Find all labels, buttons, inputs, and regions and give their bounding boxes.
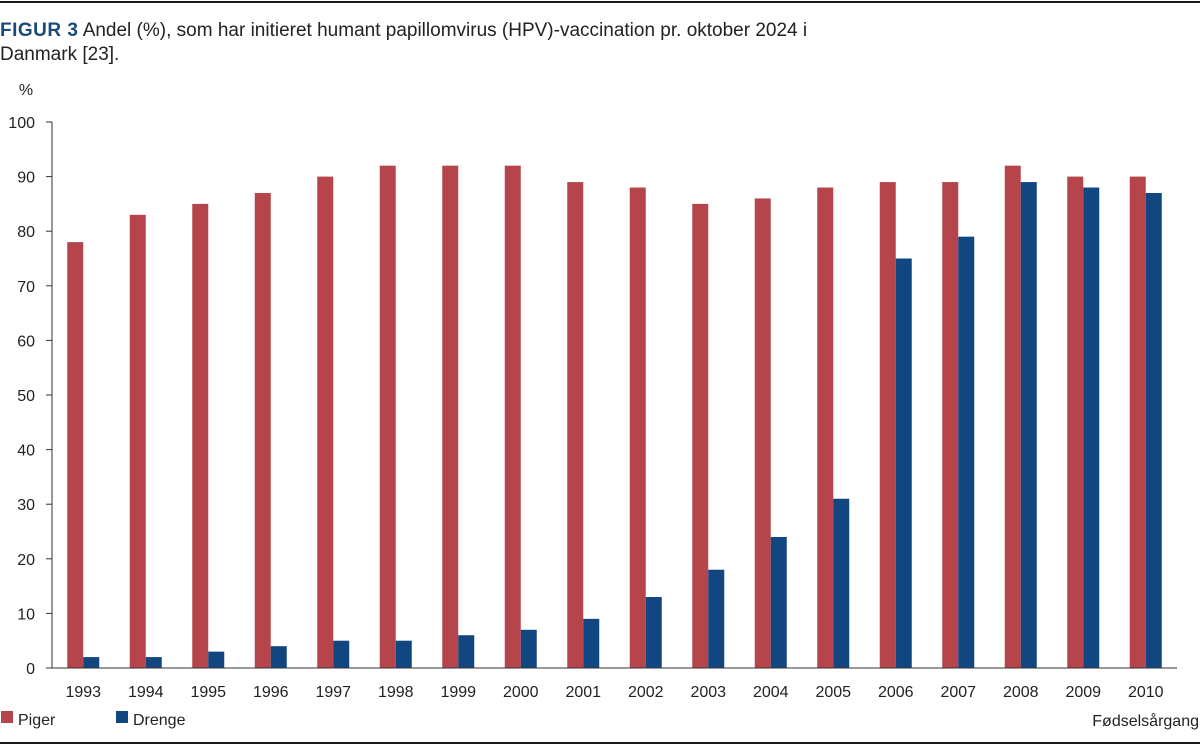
x-tick-label: 2001 bbox=[565, 684, 601, 701]
x-tick-label: 1995 bbox=[190, 684, 226, 701]
y-axis: 0 10 20 30 40 50 60 70 80 90 100 bbox=[8, 115, 53, 678]
bar-piger-2002 bbox=[629, 187, 646, 668]
bar-piger-2004 bbox=[754, 198, 771, 668]
bar-drenge-2010 bbox=[1145, 192, 1162, 669]
bar-drenge-1997 bbox=[333, 640, 350, 668]
legend-label-piger: Piger bbox=[18, 712, 56, 729]
x-tick-label: 1996 bbox=[253, 684, 289, 701]
y-tick-label: 80 bbox=[17, 224, 35, 241]
bar-drenge-2000 bbox=[520, 629, 537, 668]
y-tick-label: 20 bbox=[17, 552, 35, 569]
y-tick-label: 10 bbox=[17, 606, 35, 623]
y-tick-label: 0 bbox=[26, 661, 35, 678]
y-tick-label: 40 bbox=[17, 443, 35, 460]
bar-drenge-1996 bbox=[270, 646, 287, 668]
bar-piger-1997 bbox=[317, 176, 334, 668]
x-tick-label: 2000 bbox=[503, 684, 539, 701]
figure-caption: FIGUR 3 Andel (%), som har initieret hum… bbox=[0, 19, 860, 67]
bar-piger-2000 bbox=[504, 165, 521, 668]
bar-piger-2009 bbox=[1067, 176, 1084, 668]
bar-piger-2003 bbox=[692, 203, 709, 668]
bar-drenge-2006 bbox=[895, 258, 912, 668]
legend: Piger Drenge bbox=[1, 711, 186, 729]
legend-label-drenge: Drenge bbox=[133, 712, 186, 729]
y-axis-unit-label: % bbox=[19, 82, 33, 99]
top-rule bbox=[0, 1, 1200, 3]
x-tick-label: 2002 bbox=[628, 684, 664, 701]
legend-swatch-drenge bbox=[116, 711, 128, 723]
bar-drenge-2005 bbox=[833, 498, 850, 668]
bar-piger-1998 bbox=[379, 165, 396, 668]
bar-drenge-2004 bbox=[770, 536, 787, 668]
x-axis-title: Fødselsårgang bbox=[1092, 712, 1199, 730]
x-tick-label: 1997 bbox=[315, 684, 351, 701]
bar-piger-1993 bbox=[67, 242, 84, 668]
bar-drenge-1999 bbox=[458, 635, 475, 668]
x-axis: 1993 1994 1995 1996 1997 1998 1999 2000 2001 2002… bbox=[52, 667, 1177, 701]
x-tick-label: 2010 bbox=[1128, 684, 1164, 701]
bar-drenge-2008 bbox=[1020, 182, 1037, 668]
bar-drenge-2009 bbox=[1083, 187, 1100, 668]
bars bbox=[67, 165, 1162, 669]
bar-drenge-2002 bbox=[645, 597, 662, 668]
bar-drenge-2001 bbox=[583, 618, 600, 668]
x-tick-label: 2005 bbox=[815, 684, 851, 701]
x-tick-label: 2007 bbox=[940, 684, 976, 701]
bar-piger-1994 bbox=[129, 214, 146, 668]
x-tick-label: 2008 bbox=[1003, 684, 1039, 701]
bottom-rule bbox=[0, 742, 1200, 744]
x-tick-label: 1999 bbox=[440, 684, 476, 701]
bar-piger-1999 bbox=[442, 165, 459, 668]
y-tick-label: 90 bbox=[17, 170, 35, 187]
bar-drenge-1998 bbox=[395, 640, 412, 668]
y-tick-label: 30 bbox=[17, 497, 35, 514]
x-tick-label: 1993 bbox=[65, 684, 101, 701]
figure-caption-text: Andel (%), som har initieret humant papi… bbox=[0, 20, 808, 65]
bar-piger-2001 bbox=[567, 182, 584, 668]
x-tick-label: 1994 bbox=[128, 684, 164, 701]
x-tick-label: 2003 bbox=[690, 684, 726, 701]
bar-piger-2005 bbox=[817, 187, 834, 668]
y-tick-label: 100 bbox=[8, 115, 35, 132]
bar-piger-2010 bbox=[1129, 176, 1146, 668]
bar-piger-2008 bbox=[1004, 165, 1021, 668]
y-tick-label: 60 bbox=[17, 333, 35, 350]
legend-swatch-piger bbox=[1, 711, 13, 723]
bar-drenge-1994 bbox=[145, 657, 162, 668]
bar-piger-1995 bbox=[192, 203, 209, 668]
bar-drenge-1995 bbox=[208, 651, 225, 668]
bar-piger-2007 bbox=[942, 182, 959, 668]
bar-drenge-1993 bbox=[83, 657, 100, 668]
bar-piger-1996 bbox=[254, 192, 271, 669]
bar-drenge-2007 bbox=[958, 236, 975, 668]
y-tick-label: 50 bbox=[17, 388, 35, 405]
y-tick-label: 70 bbox=[17, 279, 35, 296]
x-tick-label: 2006 bbox=[878, 684, 914, 701]
bar-drenge-2003 bbox=[708, 569, 725, 668]
figure-label: FIGUR 3 bbox=[0, 20, 79, 41]
x-tick-label: 2009 bbox=[1065, 684, 1101, 701]
bar-piger-2006 bbox=[879, 182, 896, 668]
x-tick-label: 2004 bbox=[753, 684, 789, 701]
x-tick-label: 1998 bbox=[378, 684, 414, 701]
